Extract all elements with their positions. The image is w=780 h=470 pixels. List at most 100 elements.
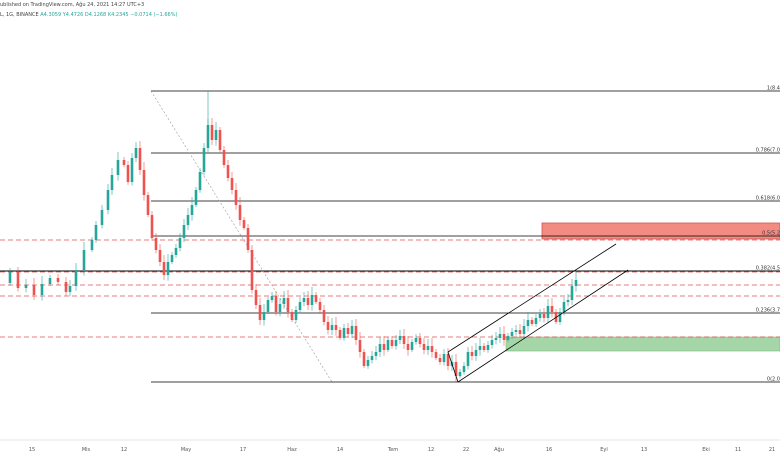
fib-label-1: 0.786(7.0 [756,148,780,154]
candle-body-59 [286,298,290,312]
candle-body-79 [366,360,370,366]
candle-body-72 [338,330,342,338]
channel-layer [447,243,629,383]
candle-body-85 [390,340,394,346]
candle-body-86 [394,340,398,346]
candle-body-71 [334,325,338,330]
symbol-ohlc: L, 1G, BINANCE A4.3059 Y4.4726 D4.1268 K… [0,12,177,18]
candle-body-98 [442,354,446,362]
candle-body-114 [506,336,510,340]
candle-body-26 [154,238,158,250]
candle-body-89 [406,344,410,350]
candle-body-48 [242,220,246,228]
candle-body-13 [94,225,98,240]
candle-body-8 [64,282,68,292]
candle-body-113 [502,334,506,340]
ohlc-values: A4.3059 Y4.4726 D4.1268 K4.2345 −0.0714 … [40,12,178,18]
candle-body-95 [430,346,434,352]
candle-body-116 [514,330,518,332]
candle-body-43 [222,150,226,165]
candle-body-117 [518,330,522,334]
candle-body-131 [574,280,578,286]
candle-body-120 [530,320,534,324]
candle-body-96 [434,352,438,358]
candle-body-121 [534,318,538,324]
fib-label-6: 0(2.0 [767,377,780,383]
candle-body-56 [274,296,278,312]
candle-body-119 [526,320,530,326]
candle-body-87 [398,336,402,340]
candle-body-52 [258,305,262,320]
candle-body-127 [558,312,562,322]
x-tick-0: 15 [29,447,35,453]
chart-header: ublished on TradingView.com, Ağu 24, 202… [0,0,780,26]
candle-body-11 [82,250,86,270]
candle-body-31 [174,248,178,255]
candle-body-102 [458,372,462,376]
candle-body-63 [302,298,306,302]
dashed-levels-layer [0,239,780,338]
candle-body-101 [454,362,458,376]
candle-body-82 [378,344,382,352]
x-tick-16: 21 [769,447,775,453]
candle-body-97 [438,358,442,362]
channel-lower [457,269,629,383]
candle-body-36 [194,190,198,205]
candle-body-21 [134,148,138,158]
candle-body-29 [166,262,170,275]
candle-body-115 [510,332,514,336]
candle-body-92 [418,338,422,344]
fib-diagonal-layer [150,90,333,383]
fib-label-4: 0.382(4.5 [756,266,780,272]
candle-body-39 [206,125,210,148]
candle-body-93 [422,344,426,350]
candle-body-23 [142,170,146,195]
candle-body-33 [182,225,186,238]
published-info: ublished on TradingView.com, Ağu 24, 202… [0,2,145,8]
candle-body-30 [170,255,174,262]
candle-body-34 [186,215,190,225]
candle-body-103 [462,366,466,372]
candle-body-108 [482,346,486,350]
candle-body-61 [294,310,298,320]
x-tick-14: Eki [702,447,709,453]
candle-body-25 [150,215,154,238]
x-tick-6: 14 [337,447,343,453]
fib-label-0: 1(8.4 [767,86,780,92]
candle-body-69 [326,322,330,330]
candle-body-53 [262,312,266,320]
candle-body-75 [350,326,354,334]
candle-body-27 [158,250,162,262]
channel-base [447,351,459,383]
candle-body-9 [68,286,72,292]
candle-body-35 [190,205,194,215]
fibonacci-layer: 1(8.4 0.786(7.0 0.618(6.0 0.5(5.2 0.382(4.5 0… [0,86,780,383]
x-tick-10: Ağu [494,446,504,453]
candle-body-88 [402,336,406,344]
candle-body-130 [570,286,574,300]
x-tick-2: 12 [121,447,127,453]
candle-body-44 [226,165,230,178]
candle-body-17 [116,160,120,175]
candle-body-4 [32,285,36,295]
candle-body-47 [238,205,242,220]
candle-body-6 [48,278,52,284]
candle-body-106 [474,350,478,356]
candle-body-76 [354,326,358,340]
candle-body-83 [382,344,386,350]
x-tick-8: 12 [428,447,434,453]
candle-body-123 [542,314,546,318]
candle-body-124 [546,306,550,318]
candle-body-90 [410,342,414,350]
candle-body-77 [358,340,362,352]
candle-body-64 [306,298,310,305]
candle-body-129 [566,300,570,302]
candle-body-84 [386,340,390,350]
candle-body-28 [162,262,166,275]
candle-body-18 [122,160,126,165]
candle-body-37 [198,172,202,190]
candle-body-128 [562,302,566,312]
candle-body-57 [278,304,282,312]
candle-body-10 [74,270,78,286]
